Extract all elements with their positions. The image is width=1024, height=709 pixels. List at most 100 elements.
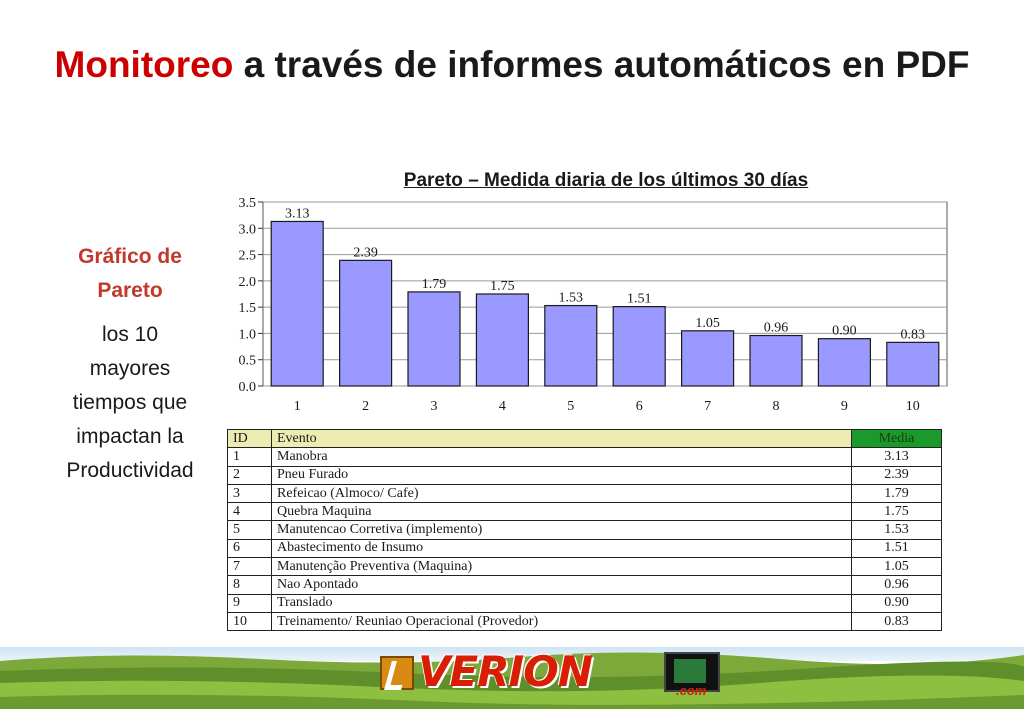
table-row: 4 Quebra Maquina 1.75 xyxy=(227,502,942,522)
side-heading-line-2: Pareto xyxy=(97,279,163,302)
x-tick-label: 4 xyxy=(499,399,506,414)
cell-event: Manobra xyxy=(271,447,852,467)
bar xyxy=(270,220,324,387)
banner-field-front xyxy=(0,694,1024,709)
table-header-row: ID Evento Media xyxy=(227,428,942,449)
bar xyxy=(886,341,940,387)
data-label: 0.90 xyxy=(832,324,857,339)
bar xyxy=(544,304,598,387)
cell-media: 0.90 xyxy=(851,593,942,613)
bar xyxy=(817,338,871,387)
slide-title: Monitoreo a través de informes automátic… xyxy=(0,44,1024,86)
data-label: 2.39 xyxy=(353,245,378,260)
data-label: 1.05 xyxy=(695,316,720,331)
table-row: 10 Treinamento/ Reuniao Operacional (Prov… xyxy=(227,611,942,632)
cell-media: 1.75 xyxy=(851,502,942,522)
cell-id: 9 xyxy=(227,593,272,613)
chart-title: Pareto – Medida diaria de los últimos 30… xyxy=(403,170,809,191)
table-row: 8 Nao Apontado 0.96 xyxy=(227,575,942,595)
y-tick-label: 1.5 xyxy=(239,301,257,316)
y-tick-label: 0.0 xyxy=(239,380,257,395)
header-media: Media xyxy=(851,428,942,449)
cell-id: 1 xyxy=(227,447,272,467)
side-heading-line-1: Gráfico de xyxy=(78,245,182,268)
cell-id: 4 xyxy=(227,502,272,522)
bar xyxy=(339,259,393,387)
header-event: Evento xyxy=(271,428,852,449)
cell-event: Treinamento/ Reuniao Operacional (Proved… xyxy=(271,611,852,632)
cell-event: Nao Apontado xyxy=(271,575,852,595)
side-heading: Gráfico de Pareto xyxy=(40,240,220,308)
x-tick-label: 3 xyxy=(431,399,438,414)
x-tick-label: 5 xyxy=(567,399,574,414)
cell-id: 6 xyxy=(227,538,272,559)
cell-media: 2.39 xyxy=(851,465,942,485)
side-text-line-5: Productividad xyxy=(66,459,194,482)
pareto-chart: 0.0 0.5 1.0 1.5 2.0 2.5 3.0 3.5 3.13 1 2.39 2 1.79 3 1… xyxy=(239,196,948,414)
side-text-line-1: los 10 xyxy=(101,323,159,346)
cell-id: 7 xyxy=(227,557,272,577)
data-label: 1.75 xyxy=(490,279,515,294)
cell-event: Manutencao Corretiva (implemento) xyxy=(271,520,852,540)
x-tick-label: 8 xyxy=(773,399,780,414)
cell-media: 1.53 xyxy=(851,520,942,540)
side-text-line-4: impactan la xyxy=(76,425,184,448)
side-text-line-3: tiempos que xyxy=(72,391,188,414)
cell-event: Quebra Maquina xyxy=(271,502,852,522)
cell-event: Manutenção Preventiva (Maquina) xyxy=(271,557,852,577)
x-tick-label: 9 xyxy=(841,399,848,414)
cell-media: 1.79 xyxy=(851,483,942,504)
table-row: 7 Manutenção Preventiva (Maquina) 1.05 xyxy=(227,557,942,577)
bar xyxy=(475,293,529,387)
verion-logo-text: VERION xyxy=(418,647,593,696)
bar xyxy=(612,306,666,387)
pareto-table: ID Evento Media 1 Manobra 3.13 2 Pneu Furad… xyxy=(227,428,942,632)
y-tick-label: 3.0 xyxy=(239,222,257,237)
verion-badge-icon xyxy=(380,656,414,690)
farmland-banner xyxy=(0,647,1024,709)
cell-id: 3 xyxy=(227,483,272,504)
bar xyxy=(681,330,735,387)
bar xyxy=(407,291,461,387)
y-tick-label: 2.0 xyxy=(239,275,257,290)
table-row: 5 Manutencao Corretiva (implemento) 1.53 xyxy=(227,520,942,540)
cell-id: 8 xyxy=(227,575,272,595)
table-row: 1 Manobra 3.13 xyxy=(227,447,942,467)
cell-id: 2 xyxy=(227,465,272,485)
x-tick-label: 10 xyxy=(906,399,920,414)
cell-media: 3.13 xyxy=(851,447,942,467)
table-row: 9 Translado 0.90 xyxy=(227,593,942,613)
table-row: 3 Refeicao (Almoco/ Cafe) 1.79 xyxy=(227,483,942,504)
cell-event: Translado xyxy=(271,593,852,613)
cell-media: 1.51 xyxy=(851,538,942,559)
cell-event: Abastecimento de Insumo xyxy=(271,538,852,559)
y-tick-label: 3.5 xyxy=(239,196,257,211)
data-label: 1.51 xyxy=(627,292,652,307)
table-row: 6 Abastecimento de Insumo 1.51 xyxy=(227,538,942,559)
x-tick-label: 6 xyxy=(636,399,643,414)
cell-id: 5 xyxy=(227,520,272,540)
monitor-device-icon xyxy=(664,652,720,692)
cell-event: Pneu Furado xyxy=(271,465,852,485)
slide-title-rest: a través de informes automáticos en PDF xyxy=(233,44,970,85)
y-tick-label: 2.5 xyxy=(239,249,257,264)
cell-id: 10 xyxy=(227,611,272,632)
verion-logo-sub: .com xyxy=(676,683,707,698)
data-label: 0.96 xyxy=(764,321,789,336)
x-tick-label: 1 xyxy=(294,399,301,414)
banner-sky xyxy=(0,647,1024,661)
x-tick-label: 7 xyxy=(704,399,711,414)
slide-title-accent: Monitoreo xyxy=(54,44,234,85)
side-text-line-2: mayores xyxy=(89,357,171,380)
table-row: 2 Pneu Furado 2.39 xyxy=(227,465,942,485)
cell-media: 0.83 xyxy=(851,611,942,632)
data-label: 0.83 xyxy=(901,327,926,342)
header-id: ID xyxy=(227,428,272,449)
y-tick-label: 0.5 xyxy=(239,354,257,369)
data-label: 3.13 xyxy=(285,206,310,221)
cell-event: Refeicao (Almoco/ Cafe) xyxy=(271,483,852,504)
cell-media: 0.96 xyxy=(851,575,942,595)
data-label: 1.53 xyxy=(559,291,584,306)
cell-media: 1.05 xyxy=(851,557,942,577)
side-description: los 10 mayores tiempos que impactan la P… xyxy=(40,318,220,488)
